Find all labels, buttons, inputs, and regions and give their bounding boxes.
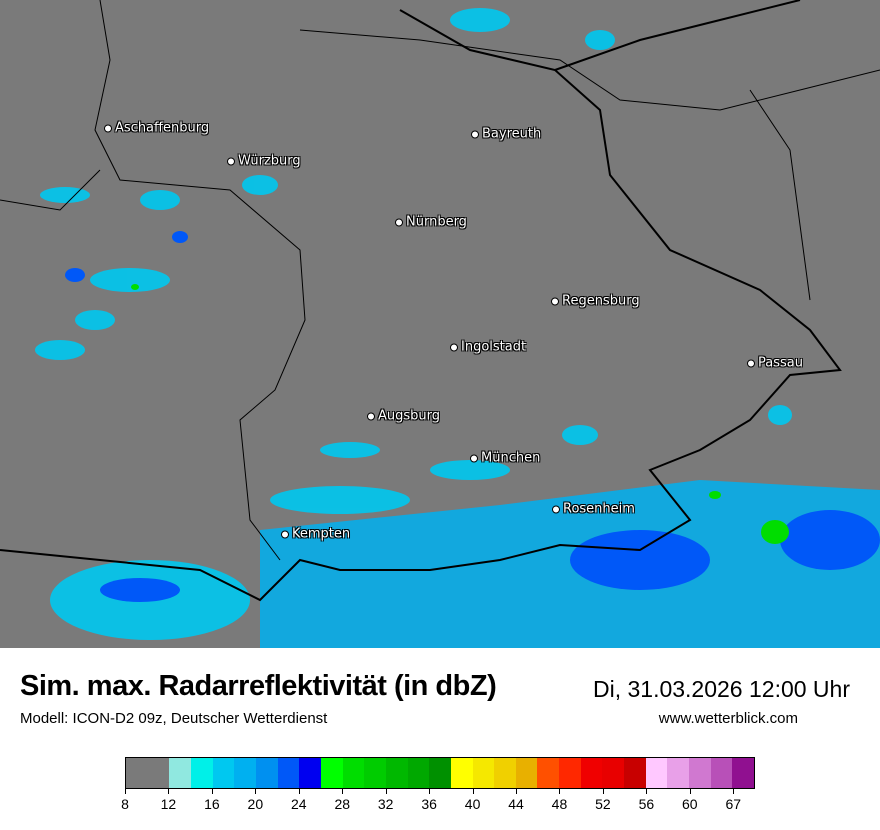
legend-color-swatch	[212, 758, 235, 788]
chart-title: Sim. max. Radarreflektivität (in dbZ)	[20, 670, 497, 702]
website-link: www.wetterblick.com	[658, 710, 798, 727]
legend-color-swatch	[364, 758, 386, 788]
city-marker: Nürnberg	[395, 215, 467, 230]
city-marker: Aschaffenburg	[104, 121, 209, 136]
legend-tick-label: 67	[725, 796, 742, 812]
legend-tick-label: 56	[638, 796, 655, 812]
legend-color-swatch	[320, 758, 343, 788]
legend-tick-label: 32	[377, 796, 394, 812]
region-borders	[0, 0, 880, 561]
legend-color-swatch	[190, 758, 213, 788]
legend-color-swatch	[450, 758, 473, 788]
city-marker: Rosenheim	[552, 502, 635, 517]
legend-tick	[385, 789, 387, 794]
legend-color-swatch	[299, 758, 321, 788]
legend-color-swatch	[277, 758, 300, 788]
legend-tick	[516, 789, 518, 794]
map-shapes	[0, 0, 880, 648]
city-marker: Augsburg	[367, 409, 440, 424]
legend-tick	[429, 789, 431, 794]
legend-color-swatch	[126, 758, 170, 788]
legend-tick-label: 44	[508, 796, 524, 812]
color-legend-ticks: 8 12 16 20 24 28 32 36 40 44 48 52 56 60 67	[121, 789, 755, 819]
legend-tick-label: 52	[595, 796, 611, 812]
legend-color-swatch	[602, 758, 625, 788]
legend-tick	[125, 789, 126, 794]
legend-color-swatch	[494, 758, 516, 788]
strong-precipitation	[65, 231, 880, 602]
legend-color-swatch	[580, 758, 603, 788]
city-marker: Ingolstadt	[450, 340, 526, 355]
legend-color-swatch	[537, 758, 560, 788]
legend-tick-label: 8	[121, 796, 129, 812]
legend-tick	[559, 789, 561, 794]
legend-tick	[255, 789, 257, 794]
legend-color-swatch	[732, 758, 755, 788]
city-marker: Bayreuth	[471, 127, 541, 142]
country-borders	[0, 0, 842, 602]
city-marker: Passau	[747, 356, 803, 371]
legend-tick	[298, 789, 300, 794]
legend-tick	[733, 789, 735, 794]
legend-tick-label: 28	[334, 796, 351, 812]
legend-tick	[646, 789, 648, 794]
city-marker: München	[470, 451, 540, 466]
city-marker: Würzburg	[227, 154, 301, 169]
legend-color-swatch	[667, 758, 690, 788]
legend-color-swatch	[710, 758, 733, 788]
legend-tick	[472, 789, 474, 794]
legend-color-swatch	[385, 758, 408, 788]
legend-tick	[602, 789, 604, 794]
legend-tick	[342, 789, 344, 794]
legend-tick-label: 24	[290, 796, 307, 812]
legend-color-swatch	[689, 758, 711, 788]
legend-color-swatch	[472, 758, 495, 788]
legend-color-swatch	[255, 758, 278, 788]
model-info: Modell: ICON-D2 09z, Deutscher Wetterdie…	[20, 710, 328, 727]
legend-tick-label: 60	[682, 796, 698, 812]
legend-tick	[168, 789, 170, 794]
legend-color-swatch	[645, 758, 668, 788]
legend-tick-label: 16	[204, 796, 220, 812]
city-marker: Regensburg	[551, 294, 640, 309]
legend-color-swatch	[234, 758, 256, 788]
color-legend-bar	[125, 757, 755, 789]
legend-color-swatch	[515, 758, 538, 788]
legend-color-swatch	[407, 758, 430, 788]
legend-color-swatch	[169, 758, 191, 788]
legend-tick	[689, 789, 691, 794]
legend-color-swatch	[624, 758, 646, 788]
legend-tick-label: 48	[551, 796, 568, 812]
legend-tick-label: 36	[421, 796, 437, 812]
legend-color-swatch	[342, 758, 365, 788]
legend-tick-label: 20	[247, 796, 264, 812]
forecast-datetime: Di, 31.03.2026 12:00 Uhr	[592, 676, 850, 702]
radar-map: Aschaffenburg Würzburg Bayreuth Nürnberg…	[0, 0, 880, 648]
legend-tick-label: 40	[464, 796, 481, 812]
legend-tick	[211, 789, 213, 794]
legend-color-swatch	[559, 758, 581, 788]
city-marker: Kempten	[281, 527, 350, 542]
legend-color-swatch	[429, 758, 451, 788]
legend-tick-label: 12	[160, 796, 177, 812]
